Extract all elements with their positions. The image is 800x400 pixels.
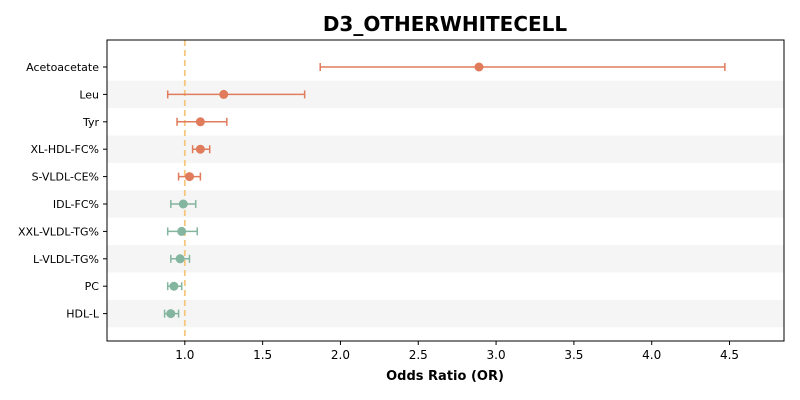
or-point	[195, 144, 205, 154]
row-band	[107, 299, 784, 328]
row-band	[107, 245, 784, 273]
data-marks	[163, 62, 726, 319]
y-tick-label: PC	[85, 280, 100, 293]
or-point	[219, 89, 229, 99]
y-tick-label: HDL-L	[66, 308, 100, 321]
y-tick-label: IDL-FC%	[53, 198, 99, 211]
x-tick-label: 4.5	[720, 348, 739, 362]
or-point	[169, 281, 179, 291]
or-point	[195, 117, 205, 127]
or-point	[177, 226, 187, 236]
or-point	[175, 254, 185, 264]
x-tick-label: 4.0	[642, 348, 661, 362]
y-tick-label: XL-HDL-FC%	[30, 143, 99, 156]
x-tick-label: 3.0	[487, 348, 506, 362]
plot-frame	[106, 39, 785, 342]
or-point	[474, 62, 484, 72]
y-tick-label: L-VLDL-TG%	[33, 253, 99, 266]
or-point	[166, 309, 176, 319]
row-band	[107, 135, 784, 163]
or-point	[184, 172, 194, 182]
chart-title: D3_OTHERWHITECELL	[323, 12, 568, 36]
y-tick-label: Acetoacetate	[26, 61, 99, 74]
y-tick-label: Leu	[79, 88, 99, 101]
row-band	[107, 190, 784, 218]
x-tick-label: 1.0	[175, 348, 194, 362]
x-tick-label: 2.5	[409, 348, 428, 362]
y-tick-label: Tyr	[82, 116, 100, 129]
y-axis: Acetoacetate Leu Tyr XL-HDL-FC% S-VLDL-CE% ID…	[18, 61, 107, 321]
x-axis-label: Odds Ratio (OR)	[386, 369, 504, 384]
or-point	[178, 199, 188, 209]
y-tick-label: S-VLDL-CE%	[32, 171, 99, 184]
x-tick-label: 2.0	[331, 348, 350, 362]
x-tick-label: 1.5	[253, 348, 272, 362]
x-tick-label: 3.5	[564, 348, 583, 362]
x-axis: 1.0 1.5 2.0 2.5 3.0 3.5 4.0 4.5	[175, 341, 739, 362]
row-bands	[107, 80, 784, 328]
y-tick-label: XXL-VLDL-TG%	[18, 225, 99, 238]
